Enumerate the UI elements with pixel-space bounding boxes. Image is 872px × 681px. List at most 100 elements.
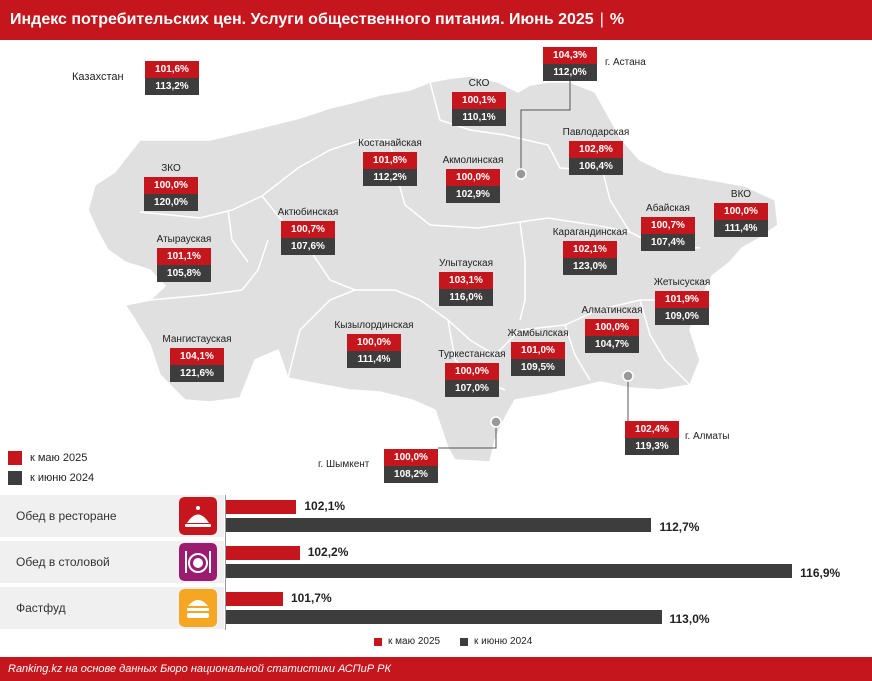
region-name: ЗКО [161,163,181,174]
region-name: Туркестанская [438,349,506,360]
region-pavlodar: Павлодарская 102,8% 106,4% [548,127,644,175]
region-zhambyl: Жамбылская 101,0% 109,5% [496,328,580,376]
region-name: Жамбылская [507,328,569,339]
region-may-value: 100,0% [144,177,198,194]
region-name: ВКО [730,189,752,200]
region-june-value: 102,9% [446,186,500,203]
region-almaty-oblast: Алматинская 100,0% 104,7% [568,305,656,353]
city-shymkent-label: г. Шымкент [318,459,370,470]
region-june-value: 109,5% [511,359,565,376]
title-unit: % [609,11,625,28]
bar-value-label: 102,1% [304,499,346,513]
region-june-value: 105,8% [157,265,211,282]
bar-value-label: 102,2% [307,545,349,559]
bar-legend-swatch-may [374,637,382,646]
kazakhstan-june-value: 113,2% [145,78,199,95]
region-june-value: 110,1% [452,109,506,126]
bar-june [226,564,793,578]
region-abay: Абайская 100,7% 107,4% [628,203,708,251]
map-leaders [438,78,634,449]
bar-legend-june: к июню 2024 [460,636,532,647]
region-name: Жетысуская [653,277,711,288]
restaurant-cloche-icon [179,497,217,535]
region-may-value: 101,9% [655,291,709,308]
legend-label-may: к маю 2025 [30,452,88,464]
region-june-value: 121,6% [170,365,224,382]
legend-swatch-june [8,471,22,485]
bar-june [226,610,662,624]
category-label: Обед в ресторане [16,509,117,523]
region-name: Мангистауская [162,334,232,345]
region-vko: ВКО 100,0% 111,4% [712,189,770,237]
region-june-value: 104,7% [585,336,639,353]
region-june-value: 111,4% [347,351,401,368]
city-almaty-values: 102,4% 119,3% [625,421,679,455]
plate-cutlery-icon [179,543,217,581]
city-may-value: 104,3% [543,47,597,64]
region-akmola: Акмолинская 100,0% 102,9% [427,155,519,203]
region-may-value: 100,0% [585,319,639,336]
region-may-value: 103,1% [439,272,493,289]
city-may-value: 100,0% [384,449,438,466]
region-may-value: 100,0% [445,363,499,380]
city-astana-values: 104,3% 112,0% [543,47,597,81]
kazakhstan-label: Казахстан [72,71,124,83]
region-may-value: 102,8% [569,141,623,158]
title-separator: | [599,11,604,28]
region-may-value: 100,1% [452,92,506,109]
city-june-value: 112,0% [543,64,597,81]
region-ulytau: Улытауская 103,1% 116,0% [424,258,508,306]
bar-may [226,546,300,560]
region-sko: СКО 100,1% 110,1% [452,78,506,126]
region-may-value: 100,0% [446,169,500,186]
legend-swatch-may [8,451,22,465]
region-may-value: 104,1% [170,348,224,365]
bar-value-label: 116,9% [800,566,841,580]
bar-legend-may: к маю 2025 [374,636,440,647]
city-astana-label: г. Астана [605,57,646,68]
region-may-value: 101,1% [157,248,211,265]
region-june-value: 120,0% [144,194,198,211]
region-name: Атырауская [156,234,212,245]
region-aktobe: Актюбинская 100,7% 107,6% [258,207,358,255]
bar-value-label: 112,7% [659,520,700,534]
region-june-value: 116,0% [439,289,493,306]
source-footer: Ranking.kz на основе данных Бюро национа… [0,657,872,681]
region-may-value: 100,0% [714,203,768,220]
region-june-value: 107,4% [641,234,695,251]
region-june-value: 112,2% [363,169,417,186]
region-name: Улытауская [438,258,494,269]
region-zko: ЗКО 100,0% 120,0% [144,163,198,211]
region-atyrau: Атырауская 101,1% 105,8% [138,234,230,282]
bar-axis [225,495,226,630]
title-text: Индекс потребительских цен. Услуги общес… [10,11,594,28]
category-row: Обед в ресторане [0,495,224,537]
category-row: Обед в столовой [0,541,224,583]
region-name: Абайская [646,203,690,214]
region-name: Актюбинская [277,207,339,218]
region-may-value: 100,0% [347,334,401,351]
city-may-value: 102,4% [625,421,679,438]
region-june-value: 107,6% [281,238,335,255]
region-may-value: 102,1% [563,241,617,258]
bar-legend-label-june: к июню 2024 [474,636,533,647]
region-june-value: 111,4% [714,220,768,237]
burger-icon [179,589,217,627]
region-name: Костанайская [358,138,422,149]
bar-value-label: 113,0% [669,612,710,626]
region-name: СКО [468,78,490,89]
region-may-value: 101,8% [363,152,417,169]
region-turkestan: Туркестанская 100,0% 107,0% [426,349,518,397]
region-name: Павлодарская [562,127,630,138]
bar-legend-swatch-june [460,637,468,646]
region-kostanay: Костанайская 101,8% 112,2% [340,138,440,186]
region-kyzylorda: Кызылординская 100,0% 111,4% [318,320,430,368]
kazakhstan-may-value: 101,6% [145,61,199,78]
bar-may [226,592,283,606]
bar-may [226,500,297,514]
bar-value-label: 101,7% [290,591,332,605]
region-june-value: 106,4% [569,158,623,175]
map-legend-june: к июню 2024 [8,471,94,485]
kazakhstan-values: 101,6% 113,2% [145,61,199,95]
region-name: Алматинская [581,305,643,316]
